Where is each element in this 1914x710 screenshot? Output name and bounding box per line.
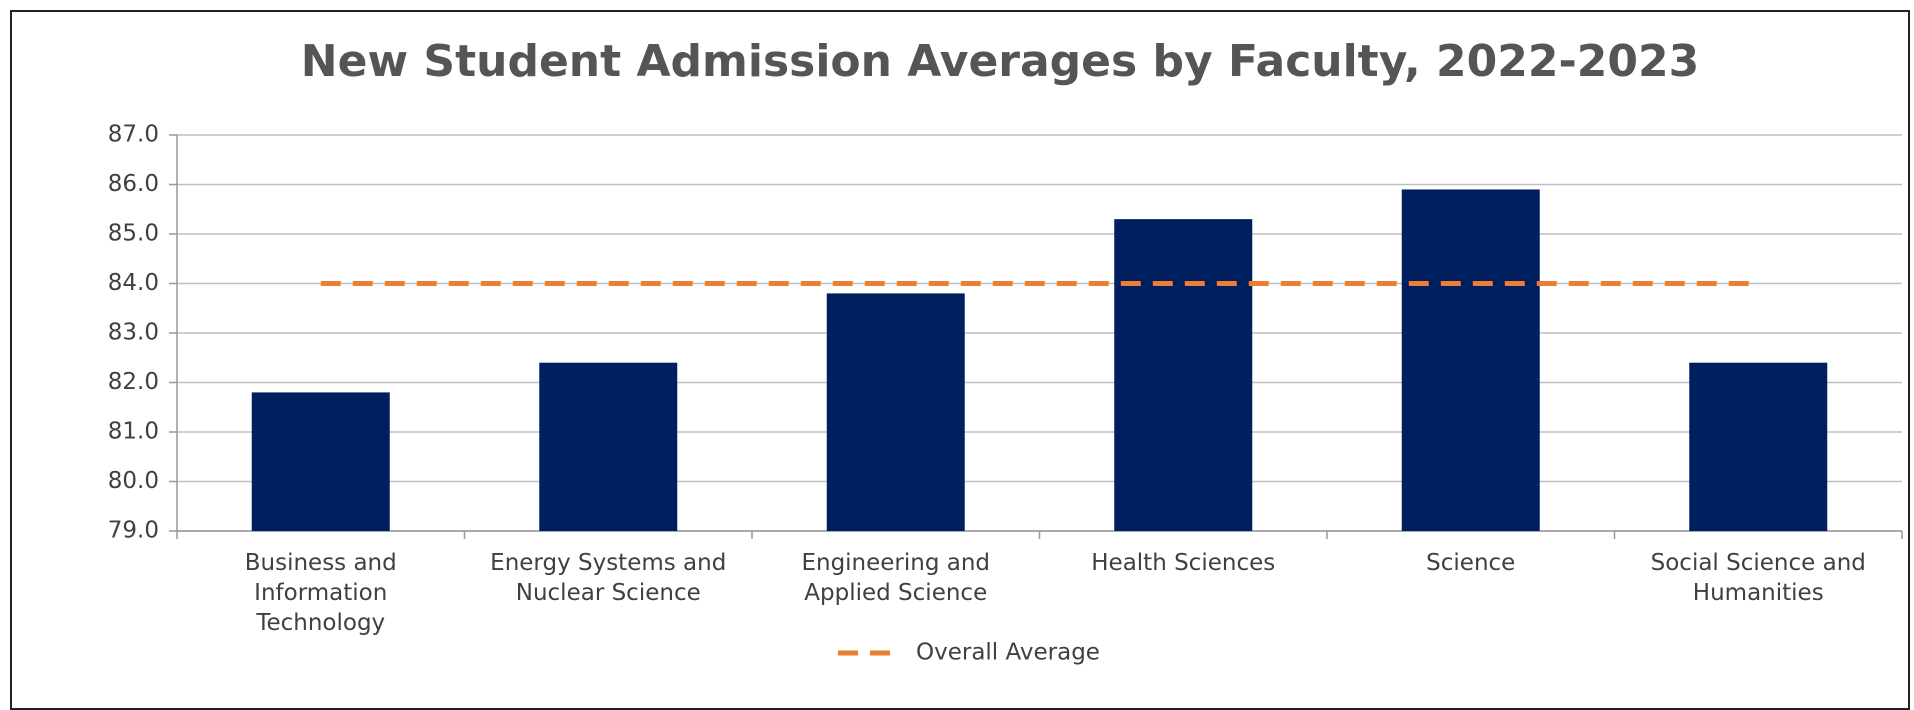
- y-tick-label: 81.0: [108, 419, 159, 445]
- y-tick-label: 79.0: [108, 518, 159, 544]
- bar: [539, 362, 678, 531]
- chart: New Student Admission Averages by Facult…: [108, 36, 1903, 666]
- bar: [1114, 219, 1253, 531]
- x-tick-label: Science: [1426, 550, 1516, 576]
- x-tick-label: Health Sciences: [1091, 550, 1276, 576]
- bar: [1689, 362, 1828, 531]
- y-tick-label: 84.0: [108, 270, 159, 296]
- chart-title: New Student Admission Averages by Facult…: [301, 36, 1699, 87]
- y-tick-label: 83.0: [108, 320, 159, 346]
- y-tick-label: 87.0: [108, 122, 159, 148]
- x-tick-label: Energy Systems and Nuclear Science: [490, 550, 727, 606]
- bar: [1401, 189, 1540, 531]
- bar: [251, 392, 390, 531]
- y-tick-label: 82.0: [108, 369, 159, 395]
- y-tick-label: 86.0: [108, 171, 159, 197]
- x-tick-label: Business and Information Technology: [244, 550, 397, 636]
- y-tick-label: 80.0: [108, 468, 159, 494]
- x-tick-label: Engineering and Applied Science: [801, 550, 991, 606]
- y-tick-label: 85.0: [108, 221, 159, 247]
- legend-label: Overall Average: [916, 640, 1100, 666]
- page: New Student Admission Averages by Facult…: [10, 10, 1910, 710]
- bar: [826, 293, 965, 531]
- x-tick-label: Social Science and Humanities: [1650, 550, 1866, 606]
